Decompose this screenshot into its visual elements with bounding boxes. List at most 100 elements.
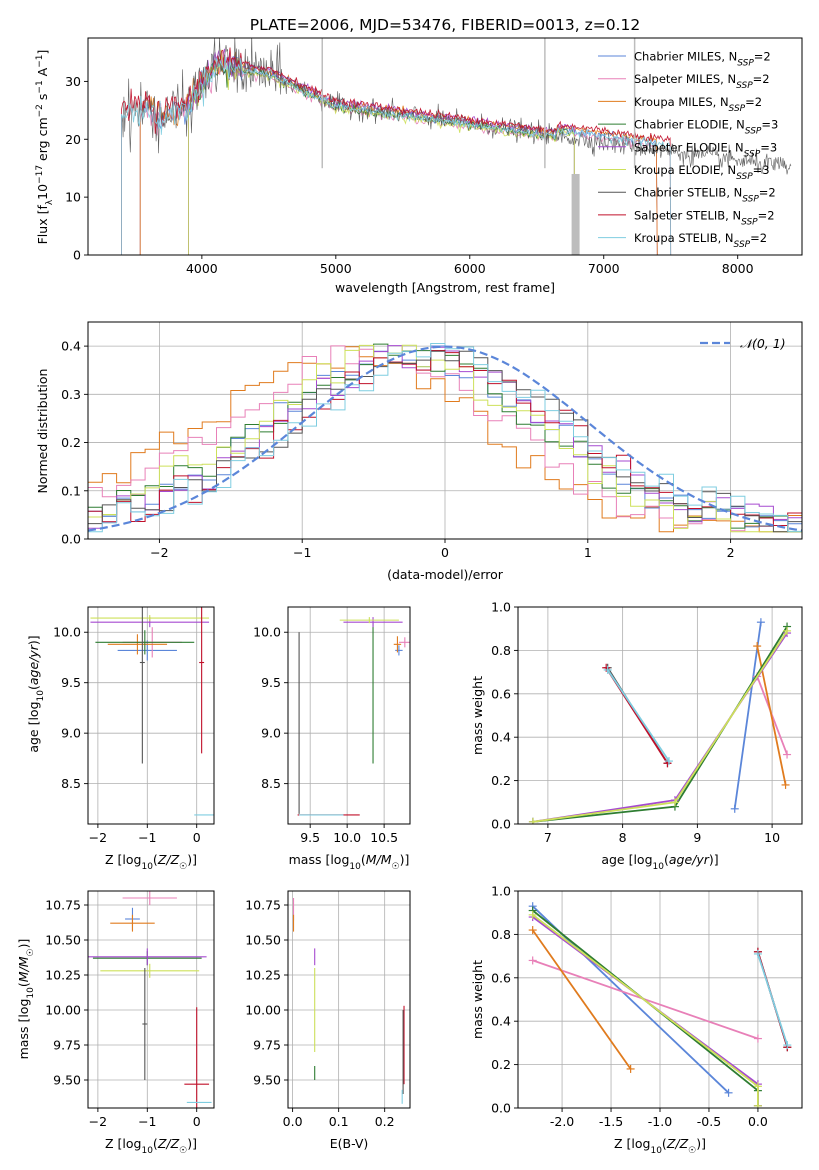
legend-label: Kroupa STELIB, NSSP=2 xyxy=(634,231,767,250)
x-tick-label: 0 xyxy=(193,830,201,845)
label-part: λ xyxy=(45,199,55,205)
x-tick-label: 6000 xyxy=(454,261,486,276)
label-part: Chabrier MILES, N xyxy=(634,50,737,64)
y-tick-label: 10.00 xyxy=(245,1003,281,1018)
masked-region xyxy=(571,173,580,255)
label-part: ] xyxy=(35,50,50,55)
y-tick-label: 10.75 xyxy=(45,898,81,913)
series-line xyxy=(757,953,789,1046)
legend-label: Salpeter STELIB, NSSP=2 xyxy=(634,208,775,227)
plot-area xyxy=(292,898,405,1104)
label-part: ( xyxy=(16,982,31,987)
label-part: )] xyxy=(400,852,410,867)
plot-area xyxy=(528,902,792,1108)
y-tick-label: 0.2 xyxy=(491,1057,511,1072)
legend-label: Kroupa MILES, NSSP=2 xyxy=(634,95,762,114)
y-tick-label: 8.5 xyxy=(261,776,281,791)
y-tick-label: 0.8 xyxy=(491,927,511,942)
label-part: )] xyxy=(16,939,31,949)
plot-area xyxy=(297,617,410,816)
label-part: M/M xyxy=(366,852,392,867)
x-axis-label: Z [log10(Z/Z☉)] xyxy=(105,1136,197,1156)
label-part: −1 xyxy=(35,55,45,68)
x-tick-label: 4000 xyxy=(186,261,218,276)
label-part: =2 xyxy=(750,231,767,245)
label-part: −17 xyxy=(35,165,45,184)
label-part: Z/Z xyxy=(666,1136,689,1151)
label-part: SSP xyxy=(745,127,762,137)
label-part: ☉ xyxy=(26,948,36,956)
label-part: age/yr xyxy=(669,852,710,867)
x-tick-label: 9.5 xyxy=(300,830,320,845)
label-part: 10 xyxy=(36,690,46,702)
label-part: )] xyxy=(187,852,197,867)
masked-region xyxy=(544,38,546,169)
label-part: =3 xyxy=(761,118,778,132)
axes-frame xyxy=(287,606,411,825)
x-tick-label: 1 xyxy=(584,545,592,560)
y-tick-label: 9.50 xyxy=(53,1073,81,1088)
y-tick-label: 9.50 xyxy=(253,1073,281,1088)
label-part: 10 xyxy=(35,184,50,200)
legend-label: Chabrier STELIB, NSSP=2 xyxy=(634,186,776,205)
masked-region xyxy=(321,38,323,169)
label-part: Kroupa MILES, N xyxy=(634,95,729,109)
x-tick-label: −1 xyxy=(138,830,156,845)
x-axis-label: age [log10(age/yr)] xyxy=(601,852,718,872)
label-part: Z [log xyxy=(614,1136,650,1151)
x-tick-label: 0.0 xyxy=(283,1114,303,1129)
label-part: M/M xyxy=(16,956,31,982)
y-tick-label: 8.5 xyxy=(61,776,81,791)
x-axis-label: Z [log10(Z/Z☉)] xyxy=(614,1136,706,1156)
axes-frame xyxy=(287,890,411,1109)
y-tick-label: 9.0 xyxy=(261,726,281,741)
series-line xyxy=(532,916,759,1106)
label-part: SSP xyxy=(736,81,753,91)
legend-label: 𝒩(0, 1) xyxy=(740,336,786,351)
series-line xyxy=(532,914,759,1106)
label-part: A xyxy=(35,67,50,80)
figure-title: PLATE=2006, MJD=53476, FIBERID=0013, z=0… xyxy=(250,16,640,34)
panel-age-vs-Z: −2 −1 08.59.09.510.0Z [log10(Z/Z☉)]age [lo… xyxy=(26,606,215,872)
series-line xyxy=(532,630,788,823)
axes-frame xyxy=(517,890,803,1109)
x-axis-label: E(B-V) xyxy=(330,1136,369,1151)
label-part: erg cm xyxy=(35,117,50,165)
label-part: ☉ xyxy=(688,1146,696,1156)
label-part: )] xyxy=(696,1136,706,1151)
panel-spectrum: 4000 5000 6000 7000 8000 0 10 20 30 wavelength [A… xyxy=(35,37,803,295)
label-part: 10 xyxy=(650,1146,662,1156)
y-axis-label: mass [log10(M/M☉)] xyxy=(16,939,36,1060)
label-part: Kroupa STELIB, N xyxy=(634,231,734,245)
x-tick-label: 0.2 xyxy=(375,1114,395,1129)
label-part: Kroupa ELODIE, N xyxy=(634,163,736,177)
x-tick-label: −2 xyxy=(89,1114,107,1129)
label-part: SSP xyxy=(737,59,754,69)
panel-residuals: −2 −1 0 1 2 0.0 0.1 0.2 0.3 0.4 𝒩(0, 1) (data-model… xyxy=(35,321,803,582)
y-tick-label: 10.25 xyxy=(45,968,81,983)
label-part: SSP xyxy=(741,217,758,227)
y-tick-label: 10.50 xyxy=(245,933,281,948)
x-tick-label: 7000 xyxy=(588,261,620,276)
label-part: =2 xyxy=(759,186,776,200)
label-part: =3 xyxy=(753,163,770,177)
x-tick-label: 0 xyxy=(441,545,449,560)
label-part: Z/Z xyxy=(157,852,180,867)
label-part: 10 xyxy=(653,862,665,872)
label-part: =2 xyxy=(753,72,770,86)
x-tick-label: 0 xyxy=(193,1114,201,1129)
label-part: SSP xyxy=(729,104,746,114)
y-tick-label: 0.4 xyxy=(61,339,81,354)
legend-label: Kroupa ELODIE, NSSP=3 xyxy=(634,163,770,182)
label-part: Z/Z xyxy=(157,1136,180,1151)
label-part: mass [log xyxy=(289,852,350,867)
series-line xyxy=(532,626,788,823)
x-tick-label: 9 xyxy=(693,830,701,845)
y-tick-label: 9.75 xyxy=(253,1038,281,1053)
y-axis-label: mass weight xyxy=(470,960,485,1039)
x-tick-label: 8000 xyxy=(722,261,754,276)
axes-frame xyxy=(87,321,803,540)
spectrum-series-line xyxy=(139,57,658,255)
label-part: =3 xyxy=(760,140,777,154)
